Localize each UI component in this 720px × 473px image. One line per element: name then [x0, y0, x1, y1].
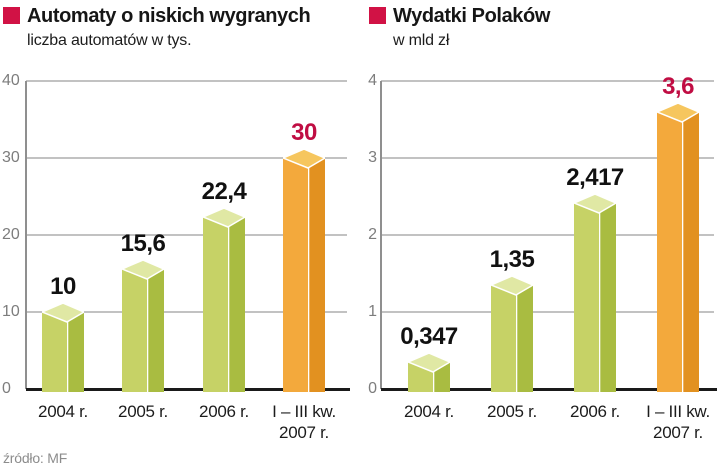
bar [121, 259, 165, 392]
value-label: 15,6 [120, 230, 166, 257]
x-axis-label: I – III kw. 2007 r. [272, 402, 336, 442]
chart-subtitle: liczba automatów w tys. [27, 32, 192, 49]
y-tick-label: 3 [368, 149, 377, 166]
chart-header-right: Wydatki Polaków w mld zł [369, 4, 550, 51]
value-label: 2,417 [566, 164, 624, 191]
x-axis-label: I – III kw. 2007 r. [646, 402, 710, 442]
bar [202, 207, 246, 392]
value-label: 1,35 [489, 246, 535, 273]
gridline [381, 311, 714, 313]
y-tick-label: 40 [2, 72, 20, 89]
x-axis-label: 2004 r. [404, 402, 454, 421]
value-label: 22,4 [201, 178, 247, 205]
y-tick-label: 20 [2, 226, 20, 243]
x-axis-baseline [381, 388, 717, 391]
value-label: 10 [50, 273, 76, 300]
bar [282, 148, 326, 392]
y-tick-label: 0 [368, 380, 377, 397]
gridline [26, 234, 347, 236]
gridline [26, 80, 347, 82]
x-axis-label: 2006 r. [570, 402, 620, 421]
legend-square-icon [369, 7, 386, 24]
y-tick-label: 4 [368, 72, 377, 89]
y-tick-label: 1 [368, 303, 377, 320]
x-axis-label: 2005 r. [487, 402, 537, 421]
source-note: źródło: MF [3, 450, 68, 466]
bar [490, 275, 534, 392]
y-tick-label: 0 [2, 380, 11, 397]
x-axis-label: 2006 r. [199, 402, 249, 421]
chart-header-left: Automaty o niskich wygranych liczba auto… [3, 4, 311, 51]
gridline [381, 80, 714, 82]
y-tick-label: 30 [2, 149, 20, 166]
value-label: 3,6 [662, 73, 694, 100]
value-label: 30 [291, 119, 317, 146]
gridline [26, 311, 347, 313]
value-label: 0,347 [400, 323, 458, 350]
chart-title: Automaty o niskich wygranych [27, 5, 311, 27]
bar [656, 102, 700, 392]
x-axis-baseline [26, 388, 350, 391]
gridline [381, 157, 714, 159]
y-axis-line [25, 81, 27, 389]
chart-subtitle: w mld zł [393, 32, 450, 49]
x-axis-label: 2004 r. [38, 402, 88, 421]
chart-title: Wydatki Polaków [393, 5, 551, 27]
y-tick-label: 10 [2, 303, 20, 320]
bar [573, 193, 617, 392]
y-tick-label: 2 [368, 226, 377, 243]
legend-square-icon [3, 7, 20, 24]
y-axis-line [380, 81, 382, 389]
x-axis-label: 2005 r. [118, 402, 168, 421]
gridline [26, 157, 347, 159]
bar [41, 302, 85, 392]
bar [407, 352, 451, 392]
gridline [381, 234, 714, 236]
